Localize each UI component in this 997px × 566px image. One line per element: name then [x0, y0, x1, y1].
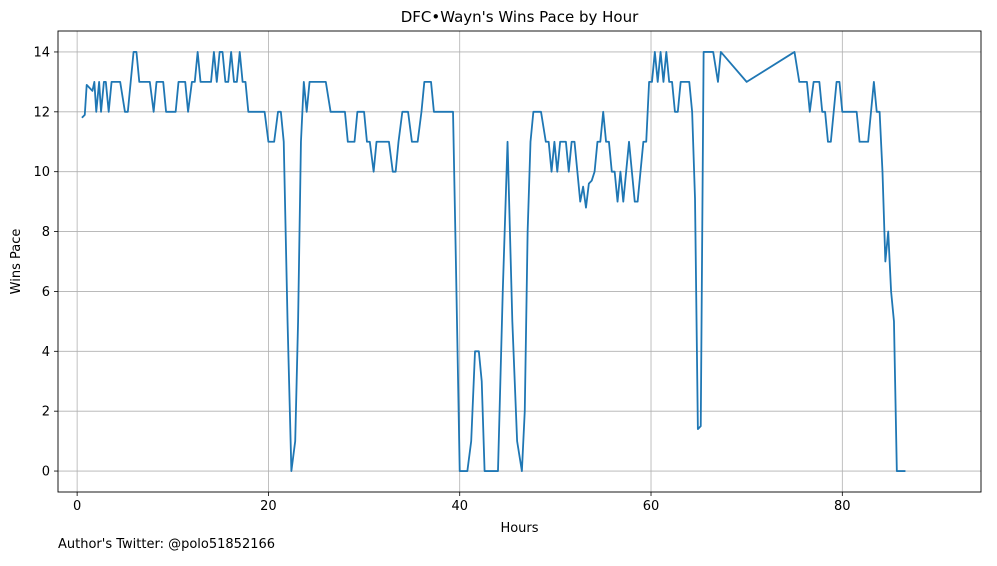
x-tick-label: 20: [260, 499, 277, 514]
y-tick-label: 2: [42, 405, 50, 420]
author-credit: Author's Twitter: @polo51852166: [58, 537, 276, 552]
y-tick-label: 0: [42, 465, 50, 480]
x-tick-label: 80: [834, 499, 851, 514]
plot-frame: [57, 30, 982, 493]
gridlines: [58, 31, 981, 492]
x-axis-label: Hours: [500, 521, 538, 536]
y-tick-label: 8: [42, 225, 50, 240]
chart-title: DFC•Wayn's Wins Pace by Hour: [401, 8, 639, 26]
ticks: 0 20 40 60 80 0 2 4 6 8 10 12 14: [33, 45, 850, 514]
y-axis-label: Wins Pace: [9, 229, 24, 295]
series-layer: [81, 51, 906, 472]
x-tick-label: 60: [643, 499, 660, 514]
y-tick-label: 12: [33, 105, 50, 120]
wins-pace-line: [81, 51, 906, 472]
y-tick-label: 4: [42, 345, 50, 360]
y-tick-label: 10: [33, 165, 50, 180]
y-tick-label: 14: [33, 45, 50, 60]
x-tick-label: 40: [451, 499, 468, 514]
y-tick-label: 6: [42, 285, 50, 300]
x-tick-label: 0: [73, 499, 81, 514]
